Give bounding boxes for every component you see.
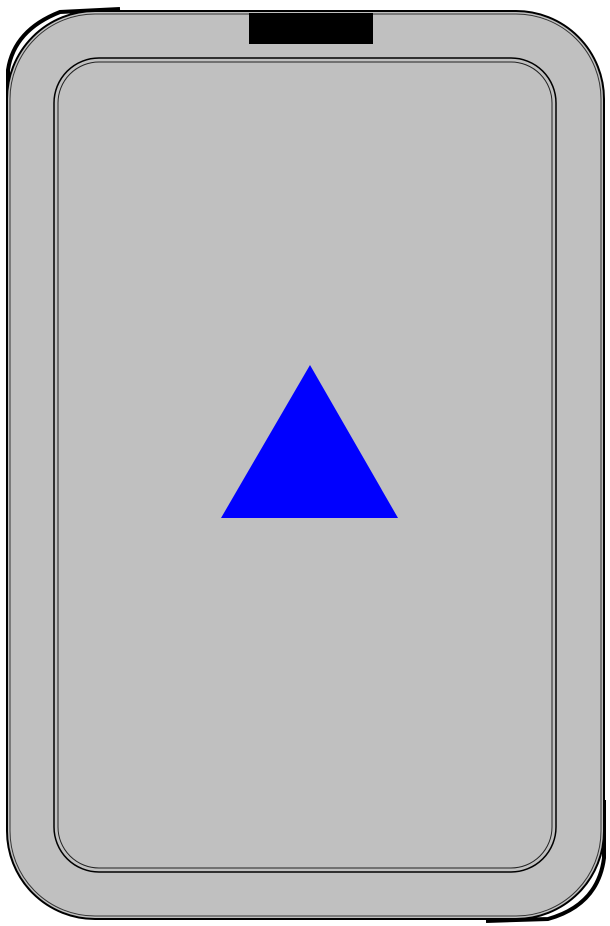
left-edge-shadow xyxy=(6,7,121,112)
top-notch xyxy=(249,13,373,44)
right-edge-shadow xyxy=(485,800,606,923)
screen-inner-outline xyxy=(57,61,553,869)
triangle-icon xyxy=(221,365,398,518)
